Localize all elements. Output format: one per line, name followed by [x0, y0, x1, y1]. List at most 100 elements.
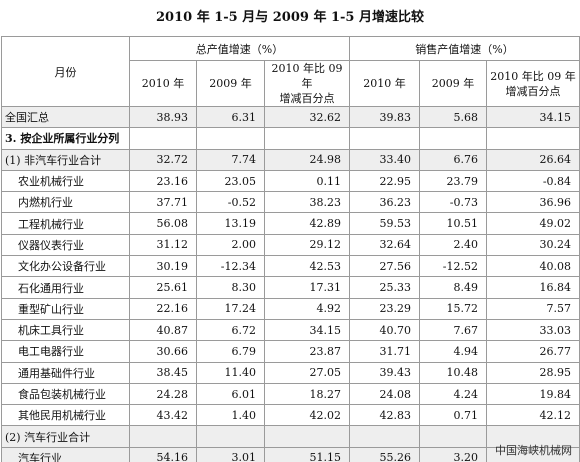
cell: 28.95 — [485, 361, 580, 384]
cell: -12.52 — [419, 255, 487, 278]
row-label: 内燃机行业 — [1, 191, 130, 214]
watermark: 中国海峡机械网 — [495, 444, 572, 457]
cell: 39.83 — [349, 105, 420, 129]
cell: -0.84 — [485, 169, 580, 193]
table-row: 内燃机行业 37.71 -0.52 38.23 36.23 -0.73 36.96 — [1, 191, 580, 214]
table: 月份 总产值增速（%） 销售产值增速（%） 2010 年 2009 年 2010 年比 0… — [1, 36, 580, 462]
cell: 32.72 — [129, 148, 197, 171]
table-row: 全国汇总 38.93 6.31 32.62 39.83 5.68 34.15 — [1, 105, 580, 129]
cell — [485, 127, 580, 150]
row-label: (2) 汽车行业合计 — [1, 425, 130, 448]
cell: 2.00 — [196, 233, 265, 257]
cell: 27.05 — [264, 361, 350, 384]
cell: 6.01 — [196, 382, 265, 406]
cell: 3.20 — [419, 446, 487, 462]
table-row: 3. 按企业所属行业分列 — [1, 127, 580, 150]
cell: 7.57 — [485, 297, 580, 320]
sub-header: 2010 年比 09 年 增减百分点 — [485, 60, 580, 107]
cell: 54.16 — [129, 446, 197, 462]
cell: 17.24 — [196, 297, 265, 320]
cell: 25.33 — [349, 276, 420, 299]
cell: 32.64 — [349, 233, 420, 257]
cell: 31.71 — [349, 340, 420, 363]
cell: 37.71 — [129, 191, 197, 214]
cell: 23.79 — [419, 169, 487, 193]
row-label: 电工电器行业 — [1, 340, 130, 363]
cell — [264, 425, 350, 448]
cell: 55.26 — [349, 446, 420, 462]
cell: 40.70 — [349, 318, 420, 342]
header-row: 2010 年 2009 年 2010 年比 09 年 增减百分点 2010 年 2009… — [2, 60, 580, 107]
row-label: 机床工具行业 — [1, 318, 130, 342]
cell: 36.96 — [485, 191, 580, 214]
cell: 49.02 — [485, 212, 580, 235]
cell: 38.23 — [264, 191, 350, 214]
cell: 24.98 — [264, 148, 350, 171]
cell: 17.31 — [264, 276, 350, 299]
cell: 23.16 — [129, 169, 197, 193]
cell — [196, 425, 265, 448]
cell: 13.19 — [196, 212, 265, 235]
cell: 23.87 — [264, 340, 350, 363]
cell: 5.68 — [419, 105, 487, 129]
cell: 25.61 — [129, 276, 197, 299]
table-row: 汽车行业 54.16 3.01 51.15 55.26 3.20 — [1, 446, 580, 462]
row-label: 全国汇总 — [1, 105, 130, 129]
row-label: 重型矿山行业 — [1, 297, 130, 320]
cell — [349, 425, 420, 448]
cell: 30.24 — [485, 233, 580, 257]
cell: -0.73 — [419, 191, 487, 214]
cell: 26.64 — [485, 148, 580, 171]
row-label: 食品包装机械行业 — [1, 382, 130, 406]
cell: 4.92 — [264, 297, 350, 320]
cell: 24.08 — [349, 382, 420, 406]
cell: 3.01 — [196, 446, 265, 462]
cell: 59.53 — [349, 212, 420, 235]
row-label: (1) 非汽车行业合计 — [1, 148, 130, 171]
cell: 43.42 — [129, 404, 197, 427]
cell: 15.72 — [419, 297, 487, 320]
cell — [349, 127, 420, 150]
month-header: 月份 — [1, 36, 130, 107]
cell: -0.52 — [196, 191, 265, 214]
table-row: 其他民用机械行业 43.42 1.40 42.02 42.83 0.71 42.12 — [1, 404, 580, 427]
cell: 51.15 — [264, 446, 350, 462]
row-label: 仪器仪表行业 — [1, 233, 130, 257]
cell: 6.76 — [419, 148, 487, 171]
table-row: 通用基础件行业 38.45 11.40 27.05 39.43 10.48 28.95 — [1, 361, 580, 384]
cell: 10.51 — [419, 212, 487, 235]
cell: 36.23 — [349, 191, 420, 214]
cell: 6.31 — [196, 105, 265, 129]
table-row: 重型矿山行业 22.16 17.24 4.92 23.29 15.72 7.57 — [1, 297, 580, 320]
table-row: 机床工具行业 40.87 6.72 34.15 40.70 7.67 33.03 — [1, 318, 580, 342]
cell: 16.84 — [485, 276, 580, 299]
cell: 22.95 — [349, 169, 420, 193]
cell: 1.40 — [196, 404, 265, 427]
cell: 6.79 — [196, 340, 265, 363]
cell: 19.84 — [485, 382, 580, 406]
cell: 42.12 — [485, 404, 580, 427]
table-row: 电工电器行业 30.66 6.79 23.87 31.71 4.94 26.77 — [1, 340, 580, 363]
cell: 33.40 — [349, 148, 420, 171]
cell — [485, 446, 580, 462]
cell: 4.94 — [419, 340, 487, 363]
sub-header: 2010 年 — [129, 60, 197, 107]
cell: 34.15 — [264, 318, 350, 342]
group-header: 总产值增速（%） — [129, 36, 350, 61]
cell: 42.02 — [264, 404, 350, 427]
table-row: 农业机械行业 23.16 23.05 0.11 22.95 23.79 -0.84 — [1, 169, 580, 193]
row-label: 汽车行业 — [1, 446, 130, 462]
table-row: 文化办公设备行业 30.19 -12.34 42.53 27.56 -12.52 40.08 — [1, 255, 580, 278]
table-row: 食品包装机械行业 24.28 6.01 18.27 24.08 4.24 19.84 — [1, 382, 580, 406]
title: 2010 年 1-5 月与 2009 年 1-5 月增速比较 — [155, 10, 425, 25]
cell: 34.15 — [485, 105, 580, 129]
cell: 11.40 — [196, 361, 265, 384]
cell: 6.72 — [196, 318, 265, 342]
cell: 4.24 — [419, 382, 487, 406]
row-label: 石化通用行业 — [1, 276, 130, 299]
row-label: 其他民用机械行业 — [1, 404, 130, 427]
cell: 0.71 — [419, 404, 487, 427]
cell: 33.03 — [485, 318, 580, 342]
cell: 42.89 — [264, 212, 350, 235]
